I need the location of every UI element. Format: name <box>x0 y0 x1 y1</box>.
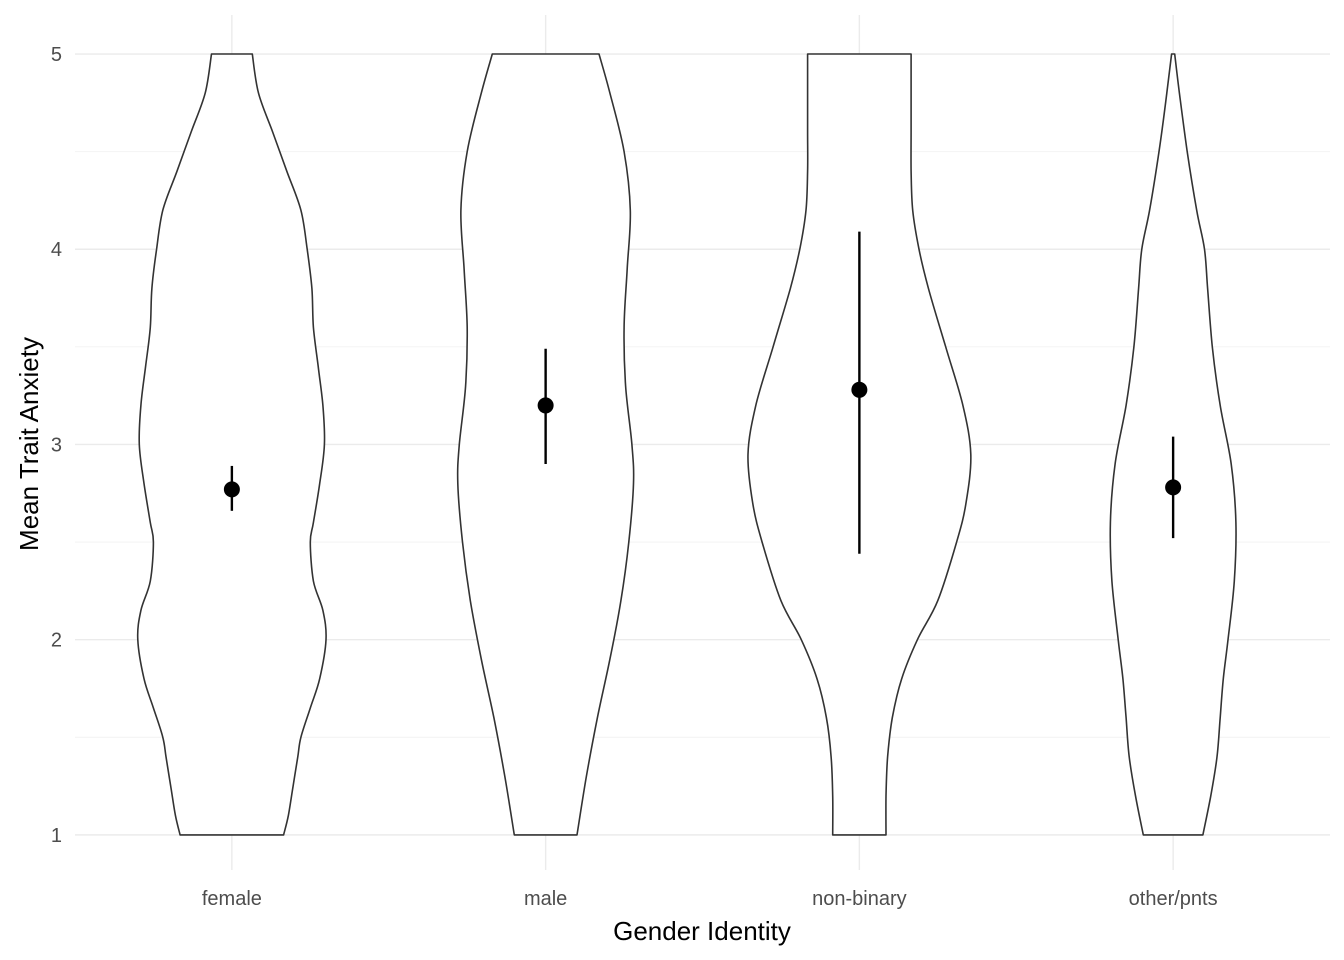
y-tick-label: 5 <box>51 44 62 66</box>
y-tick-label: 4 <box>51 239 62 261</box>
x-tick-label: non-binary <box>812 888 907 910</box>
y-axis-title: Mean Trait Anxiety <box>14 337 44 551</box>
y-tick-labels: 1 2 3 4 5 <box>51 44 62 847</box>
x-tick-label: other/pnts <box>1129 888 1218 910</box>
y-tick-label: 1 <box>51 825 62 847</box>
mean-point <box>223 481 240 498</box>
mean-point <box>537 397 554 414</box>
y-tick-label: 2 <box>51 630 62 652</box>
mean-point <box>851 381 868 398</box>
x-tick-label: male <box>524 888 567 910</box>
x-tick-label: female <box>202 888 262 910</box>
x-axis-title: Gender Identity <box>613 916 791 946</box>
mean-layer <box>223 231 1182 554</box>
violin-female <box>136 53 327 836</box>
mean-point <box>1165 479 1182 496</box>
x-tick-labels: female male non-binary other/pnts <box>202 888 1218 910</box>
y-tick-label: 3 <box>51 434 62 456</box>
